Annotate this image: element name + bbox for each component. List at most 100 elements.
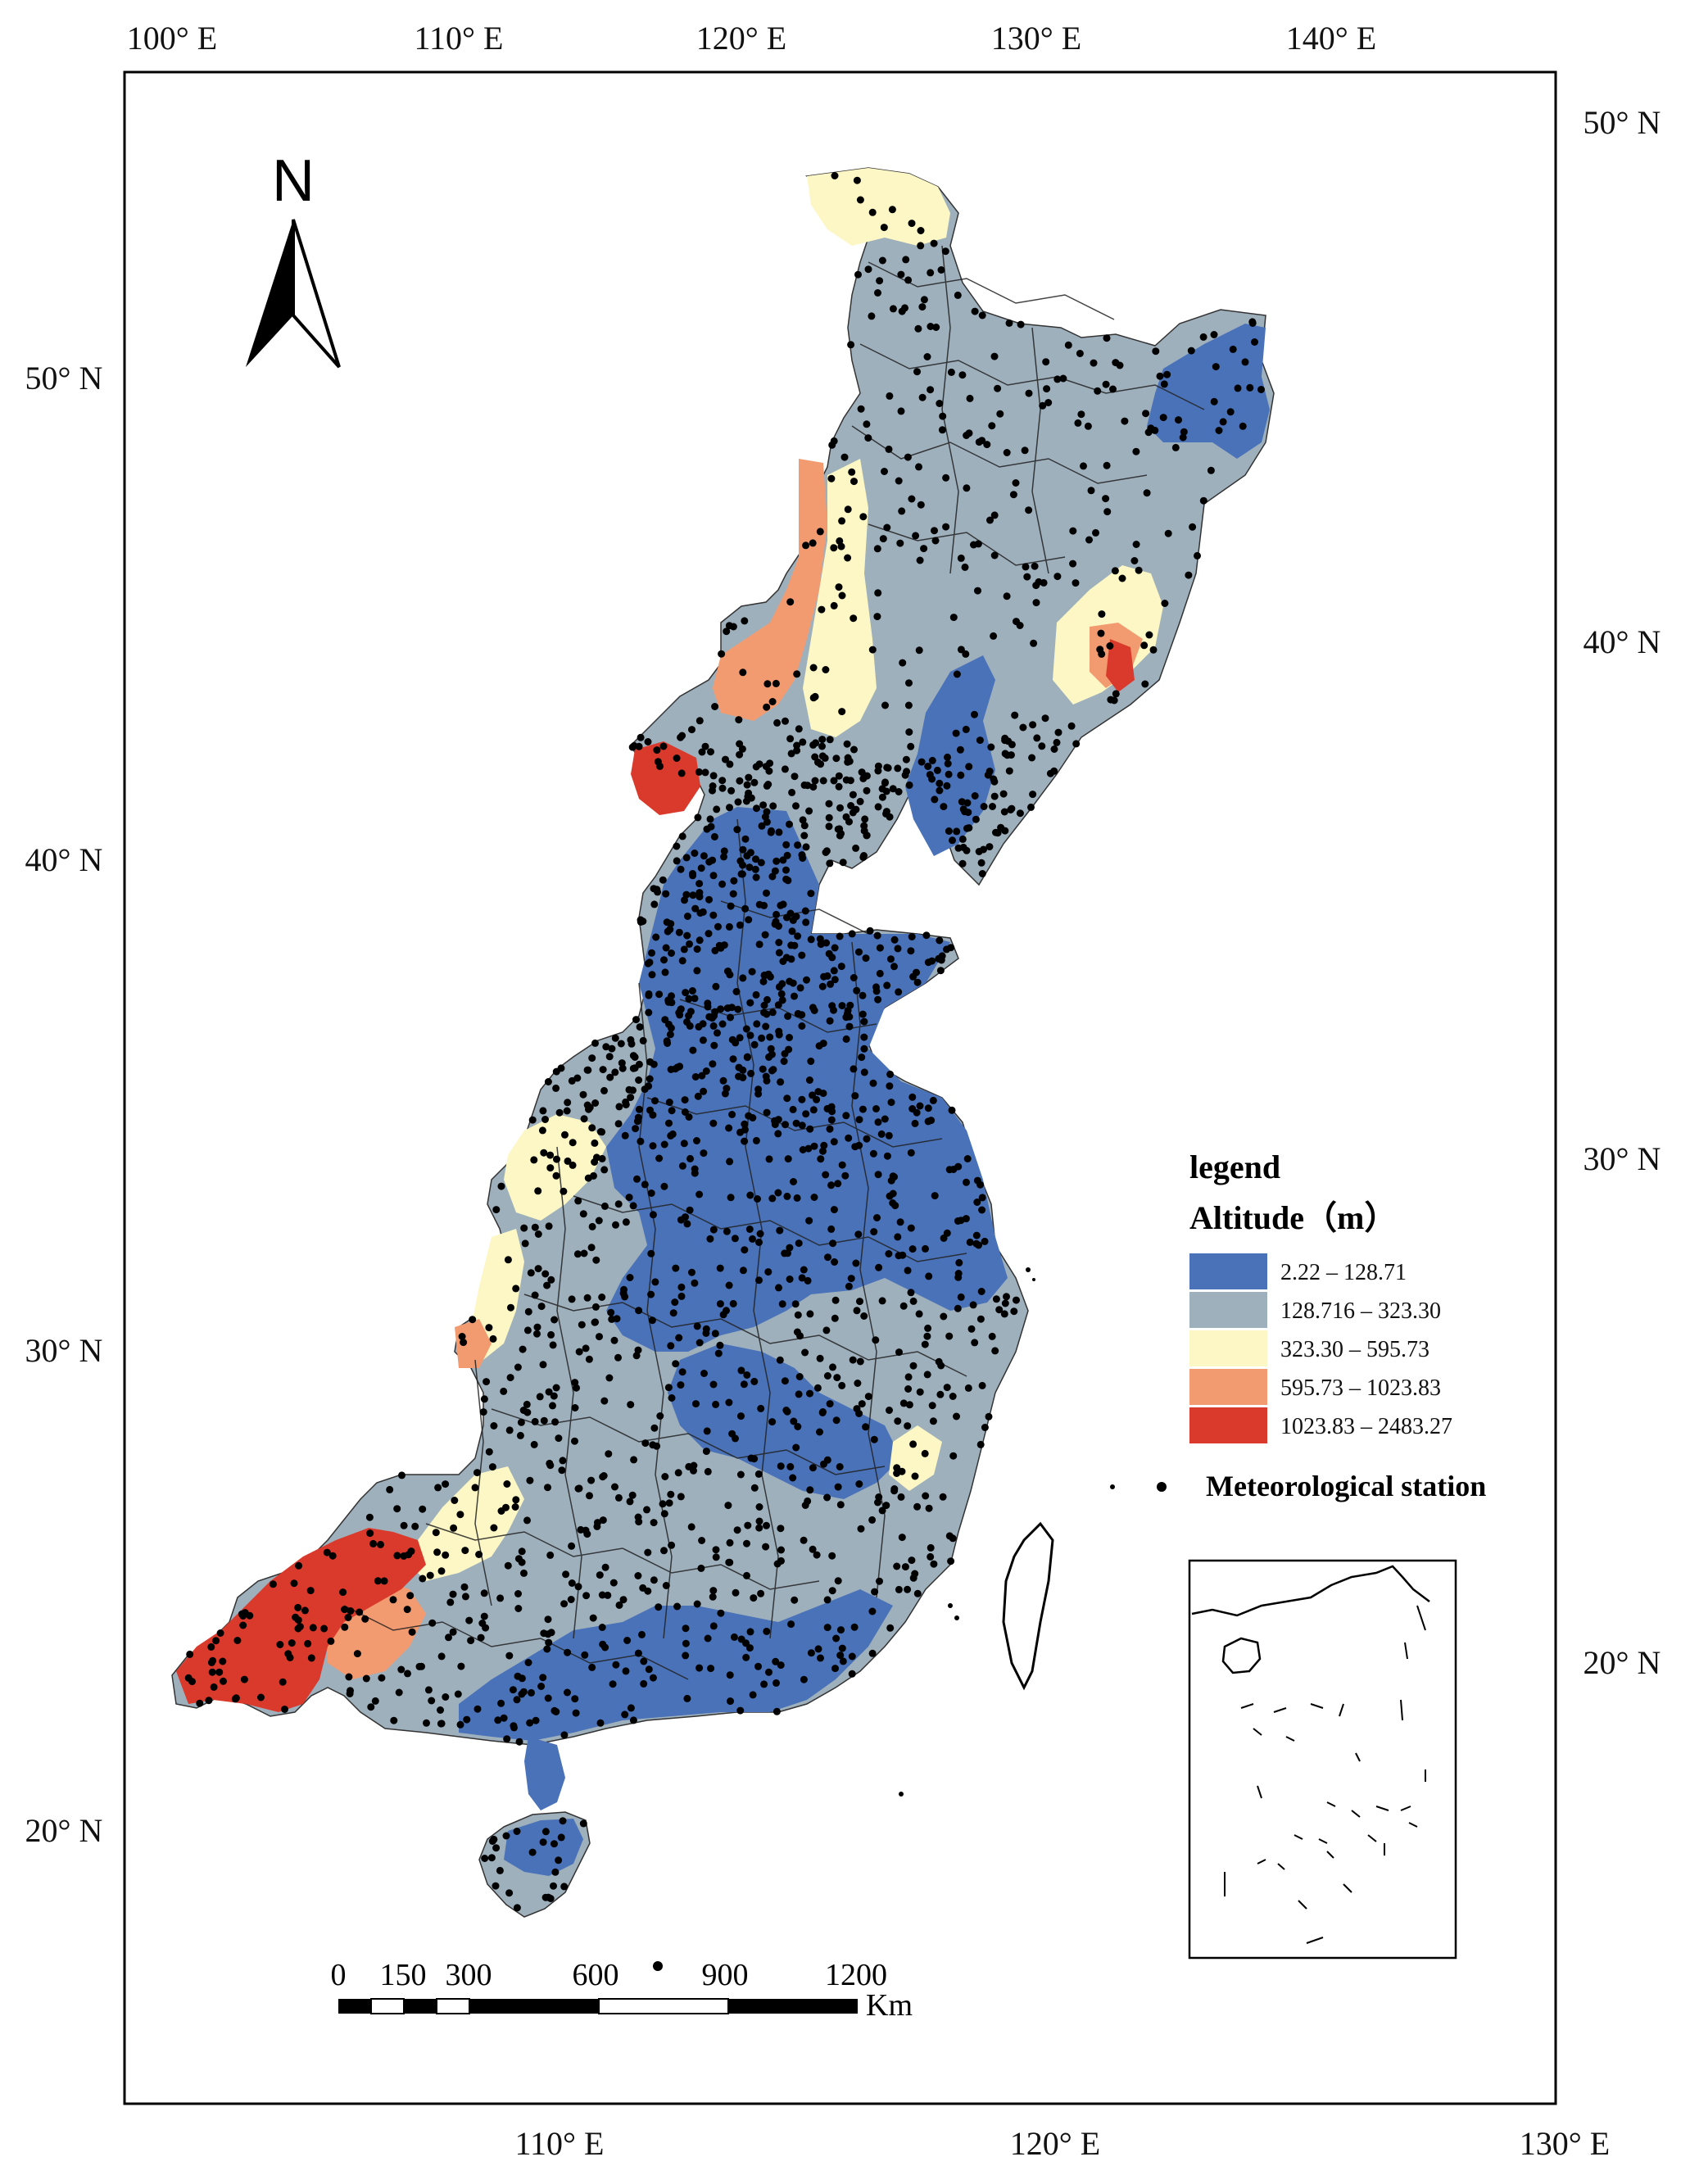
station-dot xyxy=(677,1493,685,1501)
station-dot xyxy=(533,1323,541,1331)
station-dot xyxy=(345,1673,353,1681)
station-dot xyxy=(848,468,856,476)
station-dot xyxy=(876,277,884,285)
station-dot xyxy=(913,1108,921,1117)
station-dot xyxy=(489,1334,497,1343)
station-dot xyxy=(880,224,888,232)
station-dot xyxy=(849,809,857,817)
station-dot xyxy=(958,859,967,868)
station-dot xyxy=(781,1377,789,1385)
station-dot xyxy=(890,1485,899,1493)
station-dot xyxy=(701,742,709,750)
station-dot xyxy=(876,969,884,977)
station-dot xyxy=(775,949,783,957)
station-dot xyxy=(915,463,922,471)
station-dot xyxy=(677,1216,685,1224)
station-dot xyxy=(695,889,704,897)
station-dot xyxy=(990,777,999,786)
station-dot xyxy=(720,853,727,861)
station-dot xyxy=(1246,383,1254,392)
scale-seg-3 xyxy=(404,1999,437,2014)
station-dot xyxy=(1152,347,1160,356)
station-dot xyxy=(862,1423,870,1431)
station-dot xyxy=(539,1674,547,1682)
station-dot xyxy=(469,1316,477,1324)
legend-swatch-1 xyxy=(1189,1253,1267,1289)
station-dot xyxy=(734,1005,742,1013)
station-dot xyxy=(1207,466,1215,474)
station-dot xyxy=(1163,370,1171,378)
station-dot xyxy=(858,768,866,777)
station-dot xyxy=(718,1020,727,1028)
station-dot xyxy=(875,1263,883,1271)
station-dot xyxy=(572,1709,580,1717)
station-dot xyxy=(874,1171,882,1179)
station-dot xyxy=(802,1110,810,1118)
station-dot xyxy=(610,1336,618,1344)
station-dot xyxy=(817,760,825,768)
station-dot xyxy=(677,733,685,741)
station-dot xyxy=(1067,722,1076,730)
station-dot xyxy=(647,1290,655,1298)
station-dot xyxy=(691,904,700,913)
station-dot xyxy=(850,745,858,754)
station-dot xyxy=(831,1258,839,1266)
station-dot xyxy=(986,516,994,524)
station-dot xyxy=(646,958,654,967)
station-dot xyxy=(536,1393,544,1401)
station-dot xyxy=(827,1225,836,1233)
station-dot xyxy=(737,1366,745,1375)
station-dot xyxy=(727,902,735,910)
station-dot xyxy=(625,1085,633,1094)
station-dot xyxy=(639,918,647,926)
station-dot xyxy=(962,725,970,733)
station-dot xyxy=(836,537,844,545)
station-dot xyxy=(703,1427,711,1435)
station-dot xyxy=(816,1354,824,1362)
station-dot xyxy=(806,1125,814,1133)
station-dot xyxy=(856,797,864,805)
station-dot xyxy=(1010,1307,1018,1316)
station-dot xyxy=(664,1384,673,1392)
north-arrow-label: N xyxy=(272,148,315,214)
station-dot xyxy=(288,1639,296,1647)
station-dot xyxy=(1050,745,1058,753)
station-dot xyxy=(789,1105,797,1113)
station-dot xyxy=(555,1856,563,1865)
station-dot xyxy=(483,1378,491,1386)
station-dot xyxy=(460,1583,469,1591)
station-dot xyxy=(559,1817,567,1825)
station-dot xyxy=(813,1551,821,1559)
station-dot xyxy=(691,850,699,857)
station-dot xyxy=(605,1450,613,1458)
station-dot xyxy=(829,1239,837,1248)
station-dot xyxy=(763,889,770,897)
station-dot xyxy=(1257,386,1265,393)
station-dot xyxy=(741,1120,749,1128)
station-dot xyxy=(1103,334,1111,342)
station-dot xyxy=(825,813,833,822)
station-dot xyxy=(941,247,949,256)
station-dot xyxy=(850,478,858,486)
station-dot xyxy=(963,824,971,832)
station-dot xyxy=(834,1577,842,1585)
station-dot xyxy=(677,769,686,777)
station-dot xyxy=(916,556,924,564)
station-dot xyxy=(784,877,792,885)
station-dot xyxy=(695,1339,704,1347)
station-dot xyxy=(598,1154,606,1162)
station-dot xyxy=(547,1629,555,1637)
station-dot xyxy=(978,1206,986,1214)
station-dot xyxy=(1226,408,1235,416)
station-dot xyxy=(220,1677,227,1685)
station-dot xyxy=(958,835,967,843)
station-dot xyxy=(553,1155,560,1163)
station-dot xyxy=(907,947,915,955)
station-dot xyxy=(346,1690,354,1697)
station-dot xyxy=(600,1397,609,1405)
station-dot xyxy=(609,1579,618,1587)
station-dot xyxy=(870,1228,878,1236)
station-dot xyxy=(739,974,747,982)
station-dot xyxy=(639,1584,647,1592)
station-dot xyxy=(1121,417,1129,425)
